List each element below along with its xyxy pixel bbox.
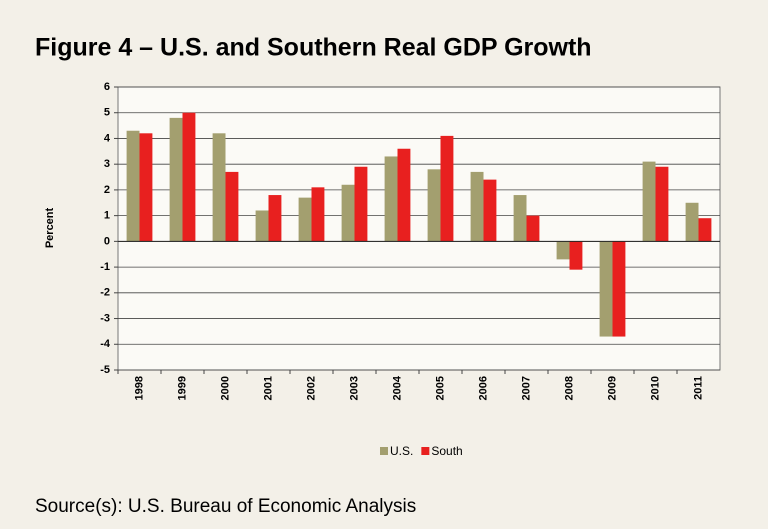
x-tick-label: 1998	[133, 376, 145, 400]
y-tick-label: 0	[104, 235, 110, 247]
chart-title: Figure 4 – U.S. and Southern Real GDP Gr…	[35, 34, 592, 62]
bar	[169, 117, 183, 242]
x-tick-label: 2011	[692, 376, 704, 400]
bar	[397, 148, 411, 242]
x-tick-label: 2010	[649, 376, 661, 400]
bar	[655, 166, 669, 242]
bar	[126, 130, 140, 242]
y-tick-label: 5	[104, 107, 110, 119]
bar	[483, 179, 497, 242]
y-tick-label: -4	[100, 338, 111, 350]
x-tick-label: 2001	[262, 376, 274, 400]
bar	[470, 171, 484, 242]
y-tick-label: -5	[100, 364, 110, 376]
bar	[440, 135, 454, 242]
legend-swatch	[421, 447, 430, 455]
bar	[685, 202, 699, 242]
bar	[569, 241, 583, 270]
x-tick-label: 2007	[520, 376, 532, 400]
bar	[311, 187, 325, 242]
legend-label: South	[431, 444, 462, 458]
bar	[384, 156, 398, 242]
bar	[341, 184, 355, 242]
x-tick-label: 2005	[434, 376, 446, 400]
bar	[139, 133, 153, 242]
bar	[642, 161, 656, 242]
bar	[599, 241, 613, 337]
y-tick-label: -3	[100, 312, 110, 324]
x-tick-label: 2006	[477, 376, 489, 400]
legend-label: U.S.	[390, 444, 413, 458]
bar	[612, 241, 626, 337]
x-tick-label: 1999	[176, 376, 188, 400]
legend-swatch	[380, 447, 388, 455]
x-tick-label: 2002	[305, 376, 317, 400]
x-tick-label: 2009	[606, 376, 618, 400]
bar	[556, 241, 570, 260]
y-tick-label: -1	[100, 261, 110, 273]
bar	[182, 112, 196, 242]
bar	[255, 210, 269, 242]
x-tick-label: 2000	[219, 376, 231, 400]
x-tick-label: 2008	[563, 376, 575, 400]
y-tick-label: 6	[104, 81, 110, 93]
source: Source(s): U.S. Bureau of Economic Analy…	[35, 496, 416, 517]
bar	[225, 171, 239, 242]
x-tick-label: 2004	[391, 375, 403, 400]
y-axis-label: Percent	[44, 207, 56, 248]
bar	[526, 215, 540, 242]
y-tick-label: -2	[100, 287, 110, 299]
bar	[212, 133, 226, 242]
y-tick-label: 4	[104, 132, 111, 144]
y-tick-label: 3	[104, 158, 110, 170]
bar	[427, 169, 441, 242]
plot-area	[117, 86, 721, 371]
x-tick-label: 2003	[348, 376, 360, 400]
bar	[298, 197, 312, 242]
bar	[513, 195, 527, 242]
bar	[354, 166, 368, 242]
bar	[698, 218, 712, 242]
y-tick-label: 2	[104, 184, 110, 196]
bar	[268, 195, 282, 242]
y-tick-label: 1	[104, 210, 110, 222]
